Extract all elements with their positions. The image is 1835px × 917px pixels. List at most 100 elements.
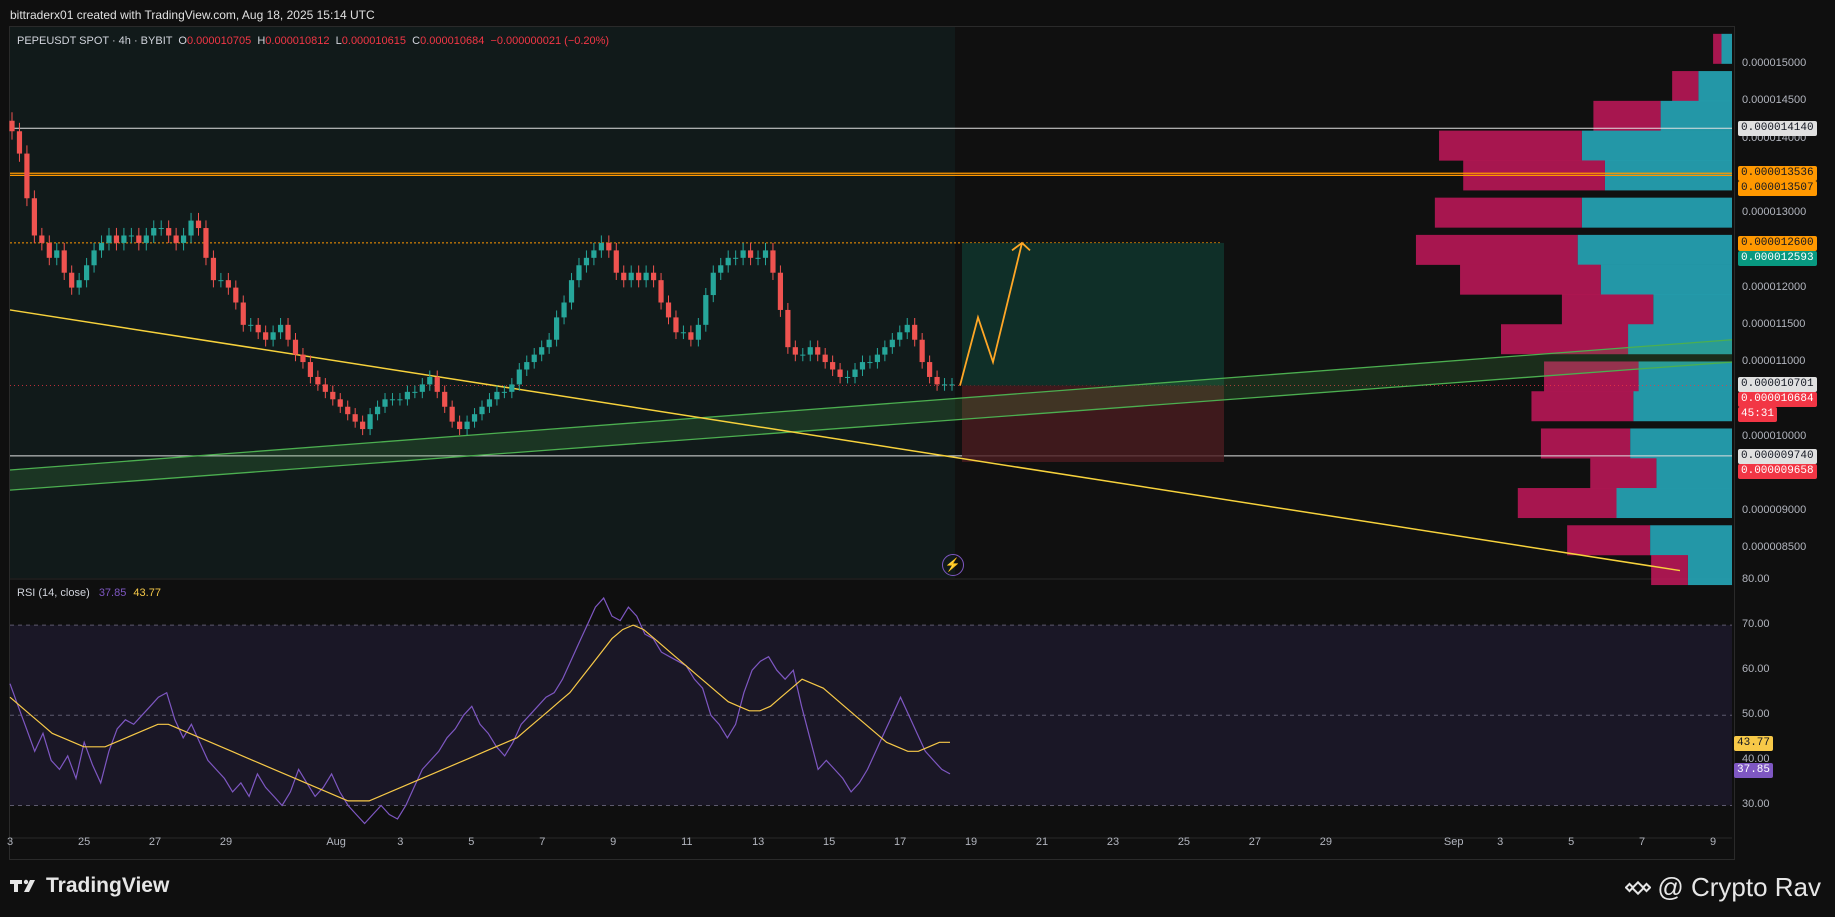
candle-body (285, 324, 291, 340)
price-tag: 0.000013536 (1738, 166, 1817, 182)
candle-body (307, 362, 314, 377)
candle-body (621, 272, 627, 281)
candle-body (16, 131, 23, 154)
candle-body (807, 347, 813, 355)
time-axis-tick: 9 (610, 836, 617, 848)
candle-body (457, 421, 463, 430)
time-axis-tick: 15 (823, 836, 836, 848)
volume-profile-sell-bar (1544, 361, 1639, 392)
candle-body (546, 339, 552, 348)
candle-body (188, 220, 194, 236)
time-axis-tick: 25 (77, 836, 91, 848)
candle-body (837, 369, 843, 377)
rsi-axis-tick: 80.00 (1742, 573, 1770, 585)
watermark-label: @ Crypto Rav (1657, 872, 1821, 902)
volume-profile-sell-bar (1439, 130, 1582, 161)
time-axis-tick: 7 (1639, 836, 1646, 848)
candle-body (844, 376, 851, 378)
price-tag: 45:31 (1738, 407, 1778, 423)
price-axis-tick: 0.000013000 (1742, 206, 1807, 219)
candle-body (815, 347, 821, 355)
candle-body (554, 317, 560, 340)
candle-body (941, 384, 948, 386)
candle-body (128, 235, 134, 237)
candle-body (688, 332, 694, 340)
candle-body (897, 332, 903, 340)
candle-body (576, 265, 582, 281)
rsi-legend: RSI (14, close) 37.85 43.77 (17, 587, 161, 599)
candle-body (852, 369, 858, 377)
candle-body (46, 242, 52, 258)
price-tag: 0.000009658 (1738, 463, 1817, 479)
candle-body (777, 272, 784, 310)
time-axis-tick: 21 (1035, 836, 1049, 848)
time-axis-tick: 5 (1568, 836, 1575, 848)
price-tag: 0.000009740 (1738, 448, 1817, 464)
candle-body (345, 406, 351, 415)
time-axis-tick: 7 (539, 836, 546, 848)
candle-body (501, 391, 507, 393)
candle-body (270, 332, 276, 340)
candle-body (31, 198, 37, 236)
candle-body (703, 295, 709, 325)
history-background (10, 27, 955, 578)
candle-body (680, 332, 687, 334)
chart-frame (9, 26, 1735, 860)
binance-icon (1625, 880, 1652, 895)
candle-body (539, 347, 545, 355)
volume-profile-sell-bar (1540, 428, 1631, 459)
candle-body (792, 347, 798, 355)
candle-body (352, 414, 358, 422)
candle-body (61, 250, 67, 273)
candle-body (859, 362, 866, 370)
candle-body (337, 399, 343, 407)
volume-profile-sell-bar (1713, 33, 1722, 64)
close-label: C (412, 35, 421, 47)
tv-logo-icon (10, 879, 35, 892)
candle-body (606, 242, 612, 251)
volume-profile-sell-bar (1460, 264, 1601, 295)
candle-body (84, 265, 90, 281)
volume-profile-buy-bar (1581, 130, 1732, 161)
candle-body (927, 362, 933, 377)
time-axis-tick: 27 (148, 836, 162, 848)
position-loss-zone (962, 385, 1224, 462)
volume-profile-buy-bar (1581, 197, 1732, 228)
candle-body (248, 324, 254, 326)
volume-profile-buy-bar (1630, 428, 1732, 459)
candle-body (210, 257, 217, 281)
candle-body (494, 391, 500, 400)
candle-body (650, 272, 657, 281)
candle-body (800, 354, 806, 356)
time-axis-tick: 23 (1106, 836, 1120, 848)
candle-body (643, 272, 649, 281)
rsi-value-tag: 37.85 (1734, 763, 1774, 779)
candle-body (583, 257, 590, 266)
candle-body (143, 235, 149, 243)
price-axis-tick: 0.000011500 (1742, 317, 1806, 330)
price-tag: 0.000012600 (1738, 235, 1817, 251)
rsi-value: 37.85 (98, 587, 127, 599)
watermark: @ Crypto Rav (1625, 872, 1821, 903)
candle-body (374, 406, 381, 415)
candle-body (486, 399, 493, 407)
volume-profile-buy-bar (1687, 555, 1732, 586)
volume-profile-sell-bar (1415, 234, 1578, 265)
candle-body (934, 376, 940, 385)
candle-body (54, 250, 60, 258)
candle-body (770, 250, 776, 273)
symbol-legend: PEPEUSDT SPOT · 4h · BYBIT O0.000010705 … (17, 35, 609, 47)
candle-body (121, 235, 127, 243)
candle-body (434, 376, 440, 392)
price-axis-tick: 0.000010000 (1742, 429, 1807, 442)
candle-body (658, 280, 664, 303)
low-label: L (335, 35, 342, 47)
symbol-label: PEPEUSDT SPOT · 4h · BYBIT (17, 35, 173, 47)
low-value: 0.000010615 (341, 35, 406, 47)
credit-line: bittraderx01 created with TradingView.co… (10, 8, 375, 22)
flash-icon[interactable]: ⚡ (942, 554, 964, 576)
rsi-axis-tick: 60.00 (1742, 663, 1770, 676)
volume-profile-sell-bar (1561, 294, 1654, 325)
tradingview-logo[interactable]: TradingView (10, 874, 169, 898)
